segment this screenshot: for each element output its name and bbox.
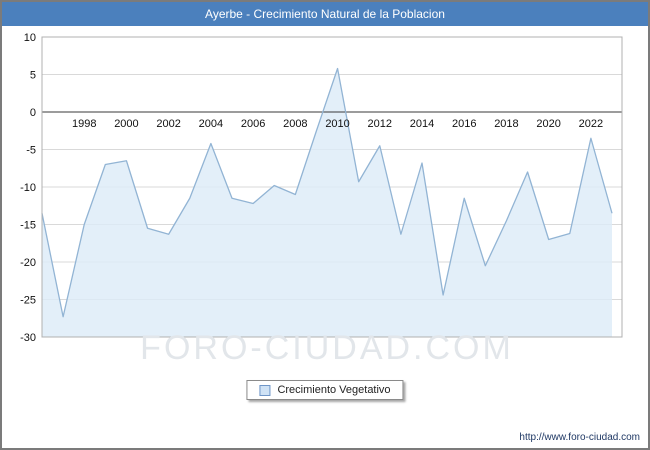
- svg-text:0: 0: [30, 107, 36, 119]
- svg-text:1998: 1998: [72, 118, 96, 130]
- legend-label: Crecimiento Vegetativo: [277, 384, 391, 396]
- svg-text:2012: 2012: [368, 118, 392, 130]
- svg-text:2014: 2014: [410, 118, 434, 130]
- svg-text:-30: -30: [20, 332, 36, 344]
- svg-text:2004: 2004: [199, 118, 223, 130]
- svg-text:-20: -20: [20, 257, 36, 269]
- crecimiento-natural-chart: -30 -25 -20 -15 -10 -5 0 5 10 1998 2000 2002 2004 200…: [20, 32, 623, 344]
- legend-swatch-icon: [259, 384, 271, 396]
- svg-text:5: 5: [30, 70, 36, 82]
- footer-link[interactable]: http://www.foro-ciudad.com: [519, 432, 640, 443]
- svg-text:2010: 2010: [325, 118, 349, 130]
- svg-text:2020: 2020: [536, 118, 560, 130]
- chart-title-bar: Ayerbe - Crecimiento Natural de la Pobla…: [2, 2, 648, 26]
- svg-text:-15: -15: [20, 220, 36, 232]
- svg-text:2006: 2006: [241, 118, 265, 130]
- legend-box: Crecimiento Vegetativo: [246, 380, 404, 400]
- svg-text:10: 10: [24, 32, 36, 44]
- svg-text:-5: -5: [26, 145, 36, 157]
- svg-text:-10: -10: [20, 182, 36, 194]
- svg-text:-25: -25: [20, 295, 36, 307]
- svg-text:2018: 2018: [494, 118, 518, 130]
- chart-area: -30 -25 -20 -15 -10 -5 0 5 10 1998 2000 2002 2004 200…: [2, 26, 648, 378]
- svg-text:2008: 2008: [283, 118, 307, 130]
- svg-text:2022: 2022: [579, 118, 603, 130]
- svg-text:2016: 2016: [452, 118, 476, 130]
- svg-text:2000: 2000: [114, 118, 138, 130]
- svg-text:2002: 2002: [156, 118, 180, 130]
- chart-title: Ayerbe - Crecimiento Natural de la Pobla…: [205, 7, 445, 21]
